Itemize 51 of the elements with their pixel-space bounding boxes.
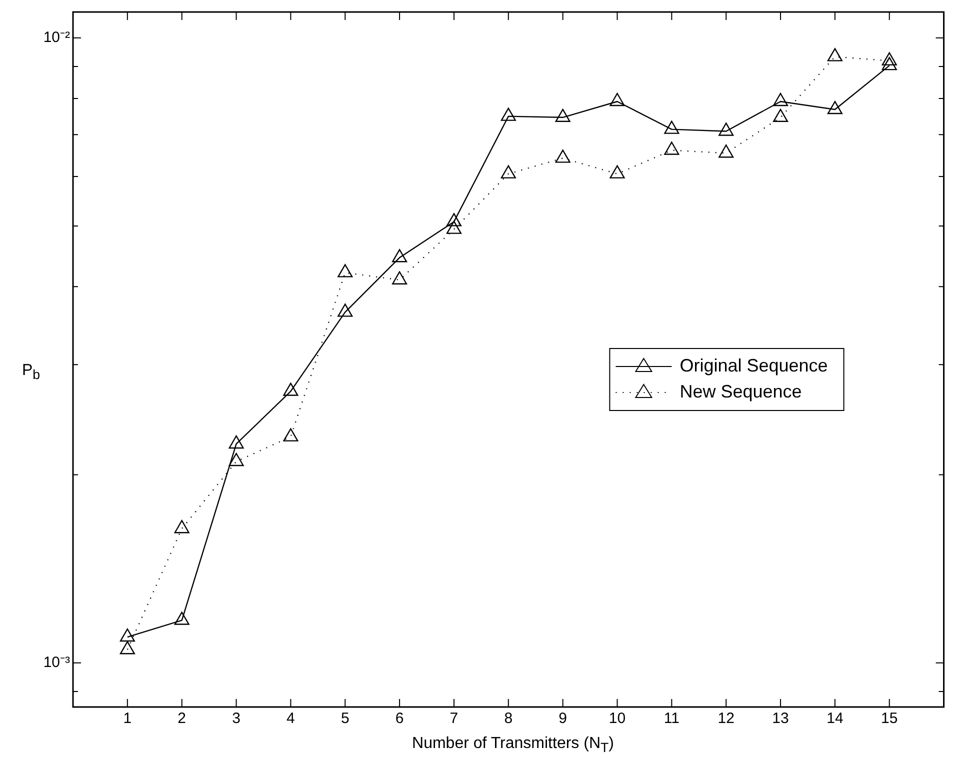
point bbox=[500, 108, 516, 121]
point bbox=[664, 120, 680, 134]
point bbox=[174, 520, 190, 534]
point bbox=[882, 52, 897, 66]
x-tick-label: 2 bbox=[178, 710, 186, 728]
point bbox=[500, 165, 516, 178]
x-tick-label: 12 bbox=[718, 710, 734, 728]
point bbox=[338, 304, 353, 317]
point bbox=[827, 48, 842, 62]
point bbox=[283, 428, 298, 442]
x-tick-label: 8 bbox=[504, 710, 513, 728]
point bbox=[555, 108, 570, 122]
point bbox=[392, 271, 408, 284]
point bbox=[610, 165, 625, 178]
x-tick-label: 1 bbox=[123, 710, 132, 728]
x-tick-label: 11 bbox=[664, 710, 680, 728]
point bbox=[610, 92, 625, 106]
point bbox=[283, 382, 298, 396]
x-tick-label: 3 bbox=[232, 710, 240, 728]
point bbox=[174, 612, 190, 625]
point bbox=[664, 142, 680, 155]
y-tick-label: 10⁻² bbox=[43, 29, 70, 46]
y-axis-title: P$_{b}$ bbox=[22, 362, 40, 382]
point bbox=[718, 144, 734, 158]
y-tick-label: 10⁻³ bbox=[43, 654, 70, 672]
point bbox=[772, 108, 788, 122]
point bbox=[120, 641, 135, 654]
x-tick-label: 9 bbox=[558, 710, 567, 728]
point bbox=[392, 249, 408, 262]
x-tick-label: 13 bbox=[772, 710, 789, 728]
x-axis-title: Number of Transmitters (N$_{T}$) bbox=[412, 735, 614, 756]
legend-label: Original Sequence bbox=[680, 355, 828, 376]
point bbox=[338, 264, 353, 278]
point bbox=[555, 150, 570, 163]
point bbox=[772, 92, 788, 106]
point bbox=[446, 220, 462, 234]
x-tick-label: 4 bbox=[286, 710, 295, 728]
x-tick-label: 10 bbox=[608, 710, 626, 728]
x-tick-label: 6 bbox=[395, 710, 404, 728]
x-tick-label: 15 bbox=[881, 710, 898, 728]
x-tick-label: 7 bbox=[450, 710, 458, 728]
point bbox=[718, 122, 734, 136]
legend-label: New Sequence bbox=[680, 381, 802, 402]
x-tick-label: 5 bbox=[340, 710, 350, 728]
point bbox=[446, 213, 462, 226]
point bbox=[120, 628, 135, 642]
x-tick-label: 14 bbox=[826, 710, 844, 728]
point bbox=[228, 452, 244, 466]
point bbox=[827, 100, 842, 114]
point bbox=[882, 56, 897, 70]
point bbox=[228, 435, 244, 449]
